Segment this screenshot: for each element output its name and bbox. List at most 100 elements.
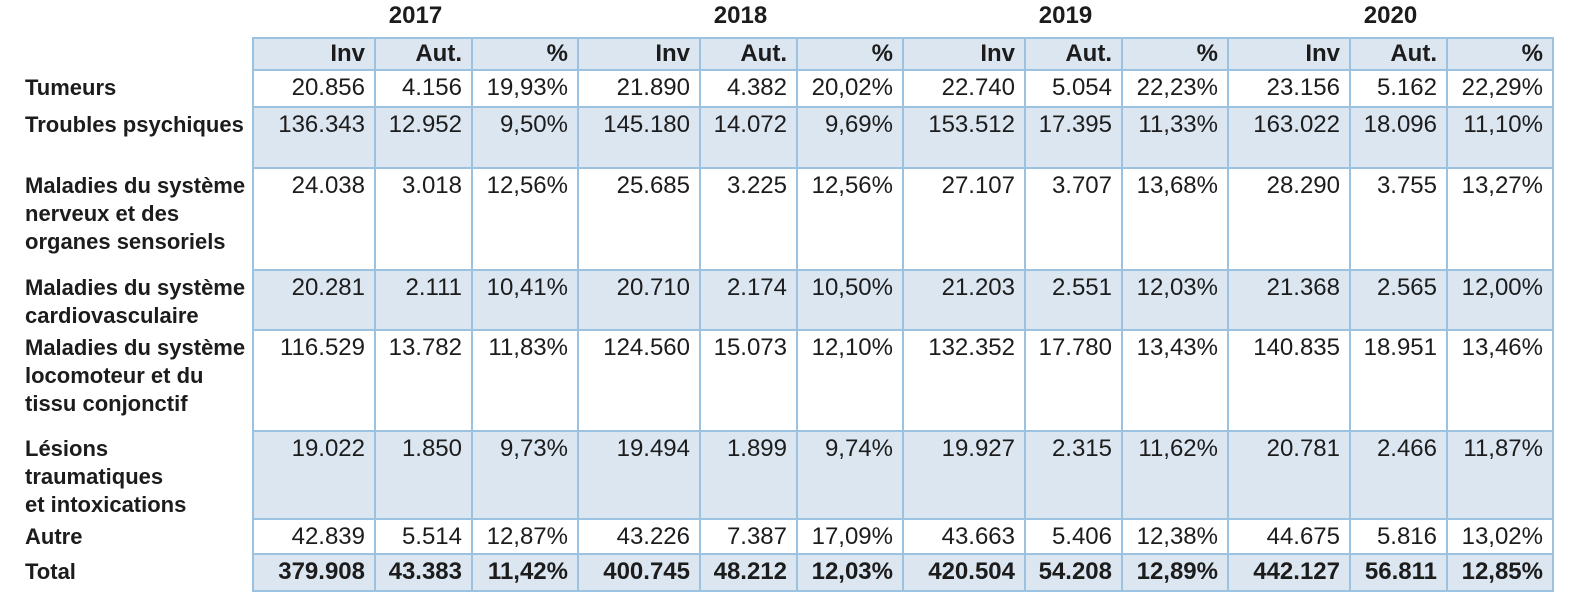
table-cell: 3.225: [699, 167, 798, 271]
table-cell: 2.565: [1349, 269, 1448, 331]
table-cell: 3.018: [374, 167, 473, 271]
table-cell: 19.494: [577, 430, 701, 520]
table-cell: 5.054: [1024, 69, 1123, 108]
table-cell: 3.755: [1349, 167, 1448, 271]
table-cell: 400.745: [577, 553, 701, 592]
table-cell: 15.073: [699, 329, 798, 432]
row-label: Maladies du système locomoteur et du tis…: [25, 335, 246, 416]
table-cell: 18.951: [1349, 329, 1448, 432]
table-cell: 20.856: [252, 69, 376, 108]
table-cell: 22.740: [902, 69, 1026, 108]
table-cell: 13,27%: [1446, 167, 1554, 271]
table-cell: 23.156: [1227, 69, 1351, 108]
table-cell: 44.675: [1227, 518, 1351, 555]
table-cell: 12,38%: [1121, 518, 1229, 555]
table-cell: 42.839: [252, 518, 376, 555]
table-cell: 11,42%: [471, 553, 579, 592]
table-row: Maladies du système locomoteur et du tis…: [25, 329, 1554, 432]
table-cell: 12,10%: [796, 329, 904, 432]
table-cell: 20,02%: [796, 69, 904, 108]
table-cell: 116.529: [252, 329, 376, 432]
table-cell: 21.203: [902, 269, 1026, 331]
col-header-inv-2018: Inv: [577, 37, 701, 71]
table-cell: 12,00%: [1446, 269, 1554, 331]
table-cell: 25.685: [577, 167, 701, 271]
table-cell: 7.387: [699, 518, 798, 555]
table-cell: 2.111: [374, 269, 473, 331]
table-cell: 12,03%: [796, 553, 904, 592]
table-cell: 163.022: [1227, 106, 1351, 169]
table-cell: 13,02%: [1446, 518, 1554, 555]
table-cell: 27.107: [902, 167, 1026, 271]
table-cell: 19,93%: [471, 69, 579, 108]
col-header-aut-2017: Aut.: [374, 37, 473, 71]
table-cell: 20.710: [577, 269, 701, 331]
table-cell: 21.890: [577, 69, 701, 108]
table-cell: 12.952: [374, 106, 473, 169]
table-cell: 11,62%: [1121, 430, 1229, 520]
col-header-inv-2019: Inv: [902, 37, 1026, 71]
col-header--2020: %: [1446, 37, 1554, 71]
table-cell: 12,89%: [1121, 553, 1229, 592]
row-label: Troubles psychiques: [25, 112, 244, 137]
table-cell: 20.281: [252, 269, 376, 331]
table-cell: 5.514: [374, 518, 473, 555]
table-cell: 2.551: [1024, 269, 1123, 331]
table-cell: 10,50%: [796, 269, 904, 331]
table-body: Tumeurs 20.856 4.156 19,93% 21.890 4.382 20,02…: [25, 69, 1554, 592]
table-row: Tumeurs 20.856 4.156 19,93% 21.890 4.382 20,02…: [25, 69, 1554, 108]
table-cell: 22,29%: [1446, 69, 1554, 108]
table-cell: 43.226: [577, 518, 701, 555]
table-cell: 24.038: [252, 167, 376, 271]
year-header-2019: 2019: [1038, 1, 1093, 29]
table-cell: 442.127: [1227, 553, 1351, 592]
table-cell: 11,87%: [1446, 430, 1554, 520]
row-label: Lésions traumatiques et intoxications: [25, 436, 187, 517]
table-row: Autre 42.839 5.514 12,87% 43.226 7.387 17,09% 4…: [25, 518, 1554, 555]
table-cell: 9,50%: [471, 106, 579, 169]
table-cell: 2.174: [699, 269, 798, 331]
col-header-aut-2020: Aut.: [1349, 37, 1448, 71]
year-header-2018: 2018: [713, 1, 768, 29]
table-cell: 132.352: [902, 329, 1026, 432]
year-header-row: 2017 2018 2019 2020: [25, 0, 1553, 38]
table-cell: 5.406: [1024, 518, 1123, 555]
table-cell: 56.811: [1349, 553, 1448, 592]
table-cell: 17,09%: [796, 518, 904, 555]
row-label: Maladies du système cardiovasculaire: [25, 275, 246, 328]
table-cell: 21.368: [1227, 269, 1351, 331]
table-cell: 18.096: [1349, 106, 1448, 169]
table-cell: 22,23%: [1121, 69, 1229, 108]
col-header--2018: %: [796, 37, 904, 71]
table-row: Troubles psychiques 136.343 12.952 9,50% 145…: [25, 106, 1554, 169]
table-cell: 19.927: [902, 430, 1026, 520]
col-header-inv-2020: Inv: [1227, 37, 1351, 71]
row-label: Total: [25, 559, 76, 584]
table-cell: 12,03%: [1121, 269, 1229, 331]
table-cell: 13,43%: [1121, 329, 1229, 432]
table-cell: 19.022: [252, 430, 376, 520]
corner-spacer: [25, 38, 253, 70]
table-cell: 12,85%: [1446, 553, 1554, 592]
table-cell: 5.816: [1349, 518, 1448, 555]
disease-invalidity-table: 2017 2018 2019 2020 Inv Aut.% Inv Aut.% Inv Aut.…: [25, 0, 1554, 592]
table-cell: 145.180: [577, 106, 701, 169]
table-cell: 11,10%: [1446, 106, 1554, 169]
corner-spacer: [25, 0, 253, 38]
table-cell: 20.781: [1227, 430, 1351, 520]
table-cell: 140.835: [1227, 329, 1351, 432]
row-label: Maladies du système nerveux et des organ…: [25, 173, 246, 254]
col-header-inv-2017: Inv: [252, 37, 376, 71]
table-cell: 5.162: [1349, 69, 1448, 108]
table-row: Maladies du système cardiovasculaire 20.2…: [25, 269, 1554, 331]
table-cell: 2.466: [1349, 430, 1448, 520]
col-header-aut-2019: Aut.: [1024, 37, 1123, 71]
table-cell: 4.382: [699, 69, 798, 108]
table-cell: 153.512: [902, 106, 1026, 169]
table-cell: 10,41%: [471, 269, 579, 331]
table-cell: 11,33%: [1121, 106, 1229, 169]
table-cell: 379.908: [252, 553, 376, 592]
table-cell: 136.343: [252, 106, 376, 169]
table-cell: 11,83%: [471, 329, 579, 432]
